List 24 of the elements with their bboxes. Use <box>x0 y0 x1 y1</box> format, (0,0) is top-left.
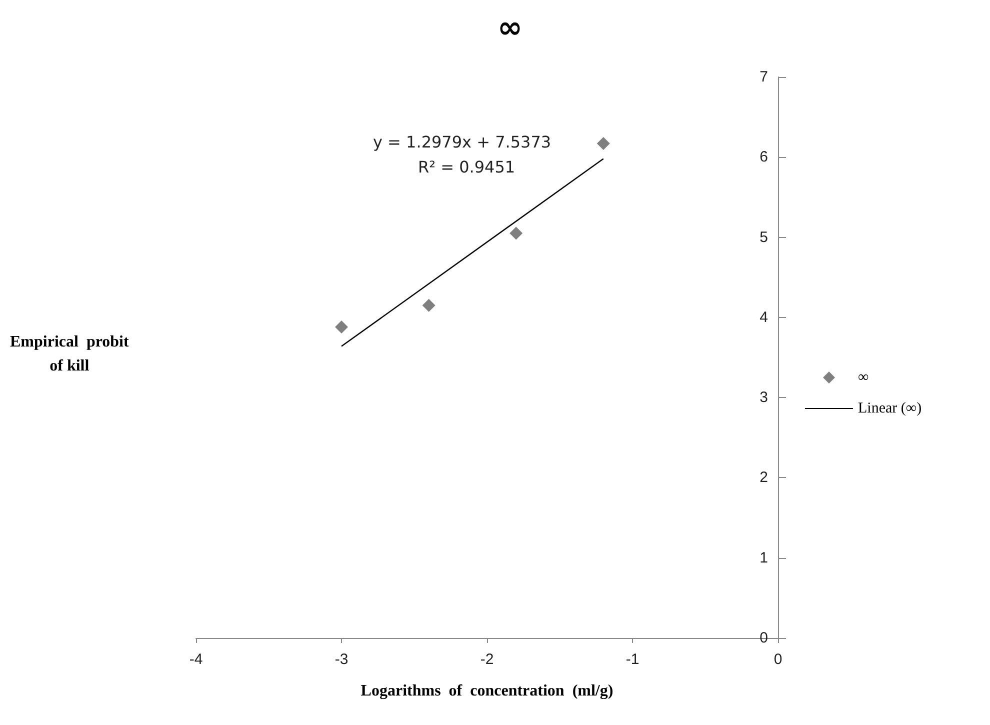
y-tick-label: 2 <box>760 469 768 486</box>
point <box>596 137 610 150</box>
x-tick-label: -4 <box>189 651 203 668</box>
x-axis-title: Logarithms of concentration (ml/g) <box>360 682 614 700</box>
x-tick-label: -2 <box>480 651 494 668</box>
annotation: y = 1.2979x + 7.5373 <box>373 132 552 152</box>
y-tick-label: 4 <box>760 308 768 326</box>
legend-label: Linear (∞) <box>858 400 922 416</box>
y-tick-label: 3 <box>760 389 768 406</box>
point <box>510 226 523 240</box>
x-tick-label: 0 <box>774 651 782 668</box>
point <box>335 320 348 334</box>
y-tick-label: 7 <box>760 68 768 86</box>
y-axis-title: Empirical probit of kill <box>10 334 130 374</box>
y-tick-label: 1 <box>760 549 768 566</box>
y-tick-label: 6 <box>760 148 768 166</box>
chart-title: ∞ <box>498 10 522 46</box>
annotation: R² = 0.9451 <box>418 158 516 176</box>
point <box>422 298 436 312</box>
y-tick-label: 5 <box>760 228 768 246</box>
x-tick-label: -3 <box>334 651 348 668</box>
y-tick-label: 0 <box>760 630 768 646</box>
legend-label: ∞ <box>858 370 869 386</box>
x-tick-label: -1 <box>626 651 640 668</box>
